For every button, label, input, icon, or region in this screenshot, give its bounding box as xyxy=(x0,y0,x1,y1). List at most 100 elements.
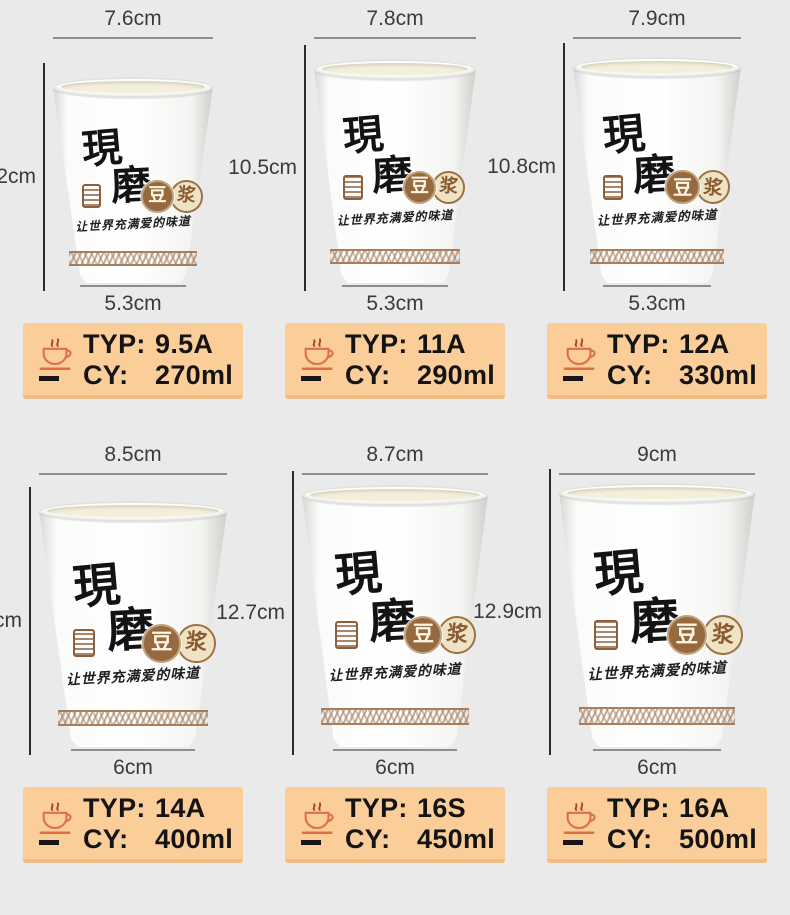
cup-print: 現 磨 豆 浆 让世界充满爱的味道 xyxy=(573,57,741,283)
bottom-diameter-label: 5.3cm xyxy=(104,292,162,315)
cup-spec-column-6: 9cm 12.9cm 現 磨 豆 浆 xyxy=(473,442,778,863)
circle-dou: 豆 xyxy=(141,180,174,213)
product-circles: 豆 浆 xyxy=(141,178,205,215)
bottom-diameter-label: 5.3cm xyxy=(366,292,424,315)
circle-dou: 豆 xyxy=(403,171,437,205)
product-circles: 豆 浆 xyxy=(666,613,746,658)
circle-dou: 豆 xyxy=(404,616,443,655)
cup-print: 現 磨 豆 浆 让世界充满爱的味道 xyxy=(302,485,488,747)
height-label: 10.5cm xyxy=(228,156,297,179)
cy-value: 270ml xyxy=(155,359,234,390)
circle-jiang: 浆 xyxy=(700,613,746,658)
dimension-line xyxy=(593,749,721,751)
bottom-diameter-label: 6cm xyxy=(637,756,677,779)
cy-label: CY: xyxy=(345,823,391,854)
cup-rim xyxy=(559,483,755,504)
seal-stamp-icon xyxy=(594,620,618,650)
product-circles: 豆 浆 xyxy=(404,614,479,657)
cup-rim-inner xyxy=(322,63,468,75)
height-dimension: 9.2cm xyxy=(0,63,45,291)
circle-jiang: 浆 xyxy=(175,622,218,665)
cup-spec-column-1: 7.6cm 9.2cm 現 磨 豆 xyxy=(0,6,254,399)
coffee-cup-icon xyxy=(561,337,607,381)
decorative-band xyxy=(320,707,470,725)
typ-value: 9.5A xyxy=(155,328,214,359)
coffee-cup-icon xyxy=(561,801,607,845)
top-diameter-label: 8.7cm xyxy=(366,443,424,466)
top-diameter-dimension: 7.9cm xyxy=(573,6,741,39)
dimension-line xyxy=(29,487,31,755)
dimension-line xyxy=(292,471,294,755)
bottom-diameter-label: 5.3cm xyxy=(628,292,686,315)
coffee-cup-icon xyxy=(37,801,83,845)
dimension-line xyxy=(302,473,488,475)
height-label: 12.7cm xyxy=(216,601,285,624)
cup-row-2: 8.5cm 11cm 現 磨 豆 浆 xyxy=(0,442,790,863)
paper-cup-photo: 現 磨 豆 浆 让世界充满爱的味道 xyxy=(573,57,741,283)
cup-rim xyxy=(573,57,741,78)
bottom-diameter-dimension: 5.3cm xyxy=(342,285,448,317)
dash-mark xyxy=(563,376,583,381)
cup-stage: 11cm 現 磨 豆 浆 让世界充满爱的味道 xyxy=(0,475,254,755)
cup-print: 現 磨 豆 浆 让世界充满爱的味道 xyxy=(39,501,227,747)
top-diameter-label: 9cm xyxy=(637,443,677,466)
paper-cup-photo: 現 磨 豆 浆 让世界充满爱的味道 xyxy=(314,59,476,283)
dimension-line xyxy=(573,37,741,39)
dash-mark xyxy=(301,840,321,845)
product-circles: 豆 浆 xyxy=(403,169,468,206)
cup-rim-inner xyxy=(567,487,747,499)
cy-value: 500ml xyxy=(679,823,758,854)
height-dimension: 10.8cm xyxy=(487,43,565,291)
cup-stage: 12.9cm 現 磨 豆 浆 让世界充满爱的味道 xyxy=(473,469,778,755)
cup-rim xyxy=(53,77,213,98)
cy-value: 330ml xyxy=(679,359,758,390)
typ-label: TYP: xyxy=(345,328,408,359)
cup-rim-inner xyxy=(47,505,219,517)
spec-badge: TYP: 14A CY: 400ml xyxy=(23,787,243,863)
dimension-line xyxy=(563,43,565,291)
typ-value: 11A xyxy=(417,328,466,359)
seal-stamp-icon xyxy=(72,628,96,658)
cup-rim-inner xyxy=(581,61,733,73)
dimension-line xyxy=(304,45,306,291)
dash-mark xyxy=(39,376,59,381)
spec-badge: TYP: 11A CY: 290ml xyxy=(285,323,505,399)
top-diameter-dimension: 8.5cm xyxy=(39,442,227,475)
seal-stamp-icon xyxy=(335,621,358,650)
cup-stage: 9.2cm 現 磨 豆 浆 让世界充满爱的味道 xyxy=(0,39,254,291)
seal-stamp-icon xyxy=(603,174,624,200)
dimension-line xyxy=(333,749,457,751)
circle-dou: 豆 xyxy=(665,170,700,205)
spec-text: TYP: 16A CY: 500ml xyxy=(607,793,761,854)
bottom-diameter-dimension: 6cm xyxy=(333,749,457,781)
typ-value: 14A xyxy=(155,792,206,823)
cup-stage: 12.7cm 現 磨 豆 浆 让世界充满爱的味道 xyxy=(216,471,516,755)
dimension-line xyxy=(603,285,711,287)
dimension-line xyxy=(71,749,195,751)
slogan-text: 让世界充满爱的味道 xyxy=(75,214,192,235)
product-circles: 豆 浆 xyxy=(142,622,218,665)
cy-label: CY: xyxy=(83,359,129,390)
spec-text: TYP: 16S CY: 450ml xyxy=(345,793,499,854)
dimension-line xyxy=(43,63,45,291)
cy-value: 450ml xyxy=(417,823,496,854)
typ-label: TYP: xyxy=(607,328,670,359)
dash-mark xyxy=(563,840,583,845)
height-label: 12.9cm xyxy=(473,600,542,623)
typ-value: 16S xyxy=(417,792,466,823)
cup-rim xyxy=(302,485,488,506)
height-dimension: 10.5cm xyxy=(228,45,306,291)
cy-value: 290ml xyxy=(417,359,496,390)
cy-label: CY: xyxy=(345,359,391,390)
cup-rim-inner xyxy=(61,81,205,93)
spec-badge: TYP: 9.5A CY: 270ml xyxy=(23,323,243,399)
dimension-line xyxy=(559,473,755,475)
paper-cup-photo: 現 磨 豆 浆 让世界充满爱的味道 xyxy=(302,485,488,747)
cup-spec-column-5: 8.7cm 12.7cm 現 磨 豆 xyxy=(216,442,516,863)
top-diameter-dimension: 7.6cm xyxy=(53,6,213,39)
cup-spec-column-3: 7.9cm 10.8cm 現 磨 豆 xyxy=(487,6,778,399)
paper-cup-photo: 現 磨 豆 浆 让世界充满爱的味道 xyxy=(53,77,213,283)
cy-value: 400ml xyxy=(155,823,234,854)
cup-rim-inner xyxy=(310,489,480,501)
circle-dou: 豆 xyxy=(666,615,707,656)
